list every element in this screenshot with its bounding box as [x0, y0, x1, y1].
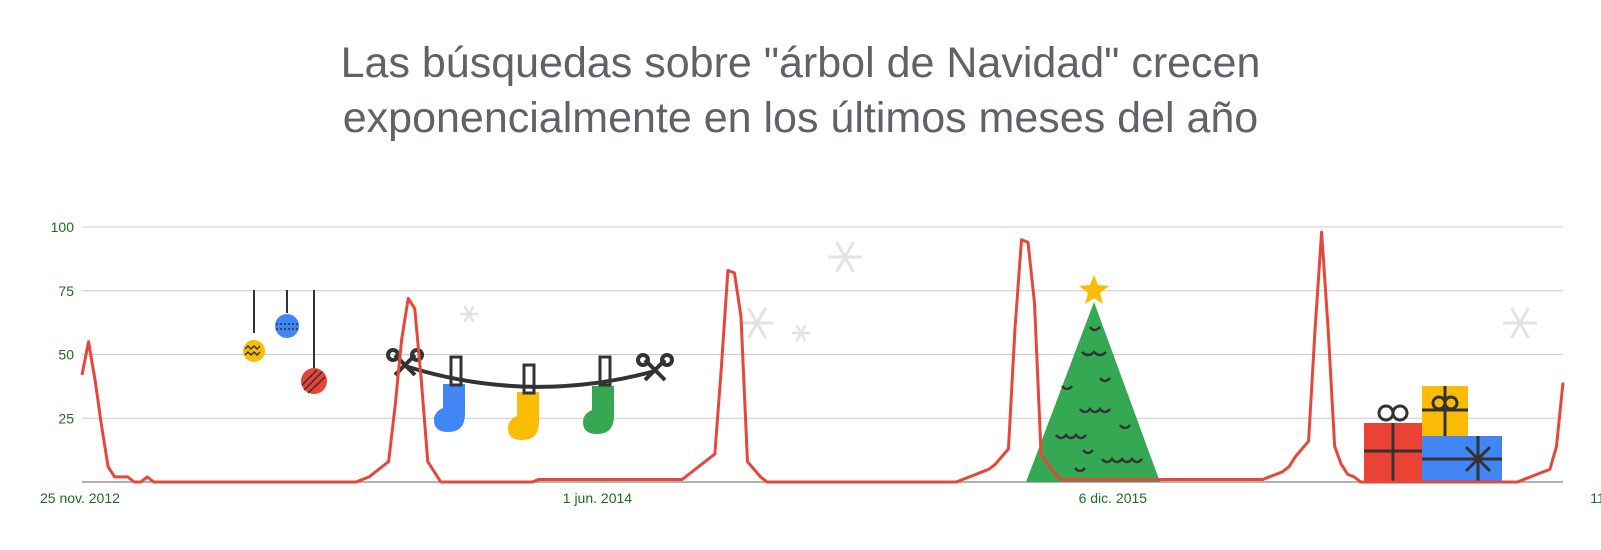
chart-title-line-1: Las búsquedas sobre "árbol de Navidad" c… — [340, 39, 1261, 87]
x-tick-label: 25 nov. 2012 — [40, 490, 120, 506]
ornament-icon — [275, 290, 299, 338]
x-tick-label: 1 jun. 2014 — [563, 490, 632, 506]
y-tick-label: 100 — [51, 219, 75, 235]
snowflake-icon — [460, 305, 478, 323]
christmas-tree-icon — [1026, 275, 1160, 482]
x-tick-label: 11 jun. 2017 — [1590, 490, 1601, 506]
chart-title-line-2: exponencialmente en los últimos meses de… — [342, 94, 1259, 142]
ornament-icon — [243, 290, 265, 362]
snowflake-icon — [792, 324, 810, 342]
ornament-icon — [301, 290, 327, 394]
star-icon — [1079, 275, 1109, 304]
snowflake-icon — [1503, 307, 1537, 339]
stocking-icon — [508, 363, 539, 440]
gridlines — [82, 226, 1563, 483]
stocking-garland — [386, 348, 674, 440]
stocking-icon — [583, 355, 614, 434]
y-tick-label: 25 — [58, 410, 74, 426]
snowflake-icon — [740, 307, 774, 339]
x-axis-labels: 25 nov. 2012 1 jun. 2014 6 dic. 2015 11 jun… — [40, 490, 1601, 506]
y-axis-labels: 100 75 50 25 — [51, 219, 75, 426]
decorations — [243, 241, 1537, 482]
stocking-icon — [434, 355, 465, 432]
y-tick-label: 50 — [58, 347, 74, 363]
snowflake-icon — [828, 241, 862, 273]
x-tick-label: 6 dic. 2015 — [1079, 490, 1148, 506]
chart-title: Las búsquedas sobre "árbol de Navidad" c… — [0, 36, 1601, 146]
series-line — [80, 230, 1565, 484]
y-tick-label: 75 — [58, 283, 74, 299]
gift-box-icon — [1364, 386, 1502, 482]
